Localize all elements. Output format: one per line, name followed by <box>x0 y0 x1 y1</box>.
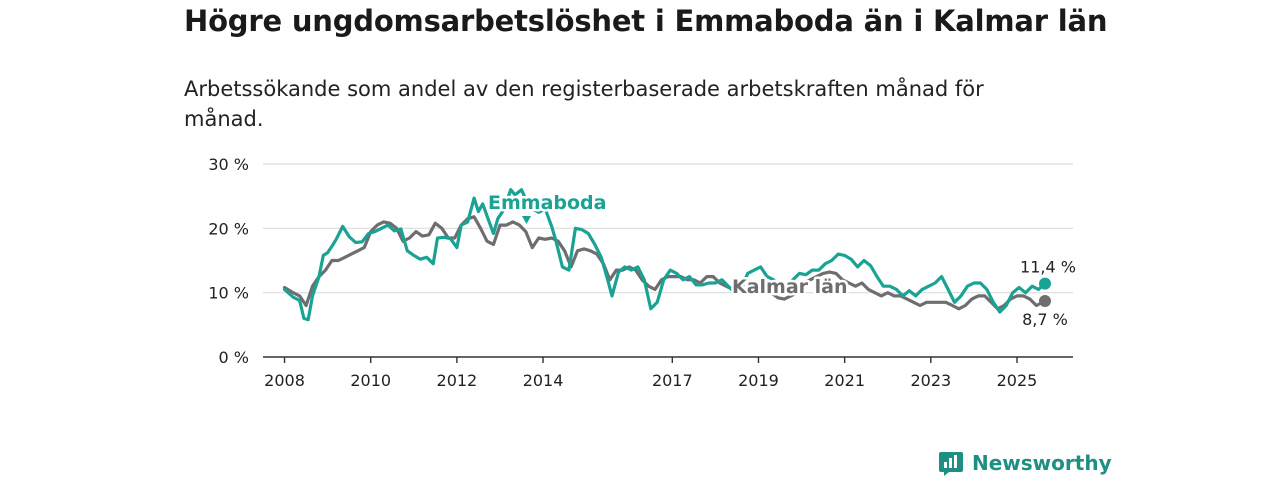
x-tick-label: 2023 <box>910 371 951 390</box>
y-tick-label: 0 % <box>219 348 249 367</box>
end-marker-kalmar <box>1038 295 1051 308</box>
series-line-emmaboda <box>282 188 1047 322</box>
chart-subtitle: Arbetssökande som andel av den registerb… <box>184 77 984 131</box>
grid-layer: 0 % 10 % 20 % 30 % 2008 2010 2012 2014 2017 2019 2… <box>208 155 1073 390</box>
x-tick-label: 2008 <box>264 371 305 390</box>
end-label-emmaboda: 11,4 % <box>1020 258 1076 277</box>
series-layer <box>282 188 1047 322</box>
x-tick-label: 2010 <box>350 371 391 390</box>
series-label-kalmar: Kalmar län <box>732 276 848 298</box>
end-label-emmaboda-halo: 11,4 % <box>1020 258 1076 277</box>
bar-chart-icon <box>939 452 963 476</box>
x-tick-label: 2019 <box>738 371 779 390</box>
x-tick-label: 2017 <box>652 371 693 390</box>
y-tick-label: 30 % <box>208 155 249 174</box>
y-tick-label: 10 % <box>208 284 249 303</box>
y-tick-label: 20 % <box>208 219 249 238</box>
end-label-kalmar-halo: 8,7 % <box>1022 310 1068 329</box>
x-tick-label: 2021 <box>824 371 865 390</box>
end-marker-emmaboda <box>1038 277 1051 290</box>
brand-name: Newsworthy <box>972 451 1112 475</box>
label-pointer-emmaboda <box>522 216 531 224</box>
series-label-kalmar-halo: Kalmar län <box>732 276 848 298</box>
series-label-emmaboda-halo: Emmaboda <box>488 192 606 214</box>
x-tick-label: 2014 <box>523 371 564 390</box>
newsworthy-logo[interactable]: Newsworthy <box>938 450 1112 476</box>
x-tick-label: 2025 <box>997 371 1038 390</box>
chart-title: Högre ungdomsarbetslöshet i Emmaboda än … <box>184 4 1108 38</box>
end-label-kalmar: 8,7 % <box>1022 310 1068 329</box>
x-tick-label: 2012 <box>437 371 478 390</box>
series-label-emmaboda: Emmaboda <box>488 192 606 214</box>
